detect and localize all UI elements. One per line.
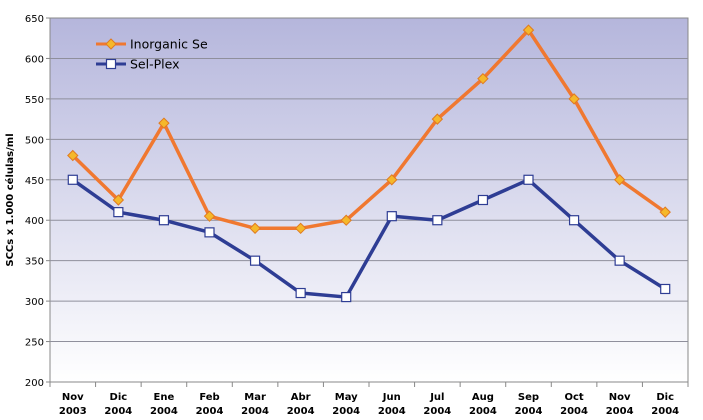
data-point — [158, 117, 170, 129]
y-tick-label: 400 — [25, 216, 44, 227]
x-tick-label-year: 2004 — [560, 406, 588, 417]
x-tick-label-year: 2004 — [515, 406, 543, 417]
legend: Inorganic Se Sel-Plex — [96, 37, 208, 72]
data-point — [294, 222, 307, 235]
y-tick-label: 250 — [25, 338, 44, 349]
x-tick-label-month: Nov — [62, 392, 84, 403]
x-tick-label-year: 2004 — [651, 406, 679, 417]
x-tick-label-month: Dic — [656, 392, 674, 403]
series-line-1 — [71, 178, 667, 299]
data-point — [568, 215, 580, 226]
data-point — [386, 211, 397, 222]
data-point — [522, 24, 535, 36]
data-point — [295, 287, 306, 299]
x-tick-label-month: Dic — [110, 392, 128, 403]
data-point — [659, 206, 671, 218]
x-tick-label-year: 2004 — [332, 406, 360, 417]
data-point — [249, 222, 261, 235]
x-tick-label-year: 2004 — [150, 406, 178, 417]
data-point — [158, 215, 170, 226]
x-tick-label-month: Nov — [609, 392, 631, 403]
data-point — [340, 214, 352, 226]
x-tick-label-year: 2004 — [287, 406, 315, 417]
x-tick-label-year: 2004 — [196, 406, 224, 417]
legend-marker — [105, 38, 117, 50]
legend-label: Inorganic Se — [130, 37, 208, 52]
data-point — [431, 113, 444, 125]
legend-marker — [105, 58, 117, 70]
x-tick-label-month: Abr — [291, 392, 311, 403]
y-tick-label: 600 — [25, 54, 44, 65]
data-point — [432, 215, 443, 226]
x-tick-label-month: Ene — [154, 392, 175, 403]
y-tick-label: 300 — [25, 297, 44, 308]
x-tick-label-month: Aug — [472, 392, 494, 403]
y-tick-label: 550 — [25, 95, 44, 106]
x-tick-label-month: Oct — [564, 392, 583, 403]
y-tick-label: 350 — [25, 257, 44, 268]
data-point — [386, 174, 398, 186]
data-point — [613, 174, 626, 186]
x-tick-label-month: May — [335, 392, 358, 403]
series-layer — [67, 24, 671, 303]
data-point — [660, 283, 671, 295]
x-tick-label-year: 2004 — [104, 406, 132, 417]
data-point — [203, 210, 216, 222]
gridlines — [50, 57, 688, 343]
x-tick-label-month: Mar — [244, 392, 266, 403]
x-tick-label-year: 2004 — [378, 406, 406, 417]
x-tick-label-year: 2004 — [469, 406, 497, 417]
data-point — [67, 149, 79, 162]
x-axis-ticks: Nov 2003 Dic 2004 Ene 2004 Feb 2004 Mar 2004 Abr 20… — [49, 382, 689, 417]
data-point — [523, 174, 534, 185]
data-point — [113, 207, 124, 218]
x-tick-label-month: Sep — [518, 392, 539, 403]
data-point — [112, 194, 125, 206]
x-tick-label-year: 2003 — [59, 406, 87, 417]
x-tick-label-year: 2004 — [241, 406, 269, 417]
data-point — [477, 72, 489, 85]
x-tick-label-year: 2004 — [423, 406, 451, 417]
y-axis-ticks: 200 250 300 350 400 450 500 550 600 650 — [25, 14, 50, 389]
x-tick-label-year: 2004 — [606, 406, 634, 417]
y-tick-label: 500 — [25, 135, 44, 146]
y-axis-label: SCCs x 1.000 células/ml — [4, 133, 16, 266]
legend-label: Sel-Plex — [130, 57, 180, 72]
data-point — [341, 291, 352, 303]
x-tick-label-month: Jun — [382, 392, 401, 403]
data-point — [614, 255, 625, 266]
series-line-0 — [71, 28, 667, 231]
data-point — [67, 174, 78, 185]
x-tick-label-month: Jul — [429, 392, 444, 403]
data-point — [477, 194, 489, 206]
x-tick-label-month: Feb — [199, 392, 219, 403]
y-tick-label: 450 — [25, 176, 44, 187]
data-point — [249, 255, 261, 266]
y-tick-label: 650 — [25, 14, 44, 25]
y-tick-label: 200 — [25, 378, 44, 389]
data-point — [568, 93, 580, 105]
data-point — [204, 227, 215, 238]
